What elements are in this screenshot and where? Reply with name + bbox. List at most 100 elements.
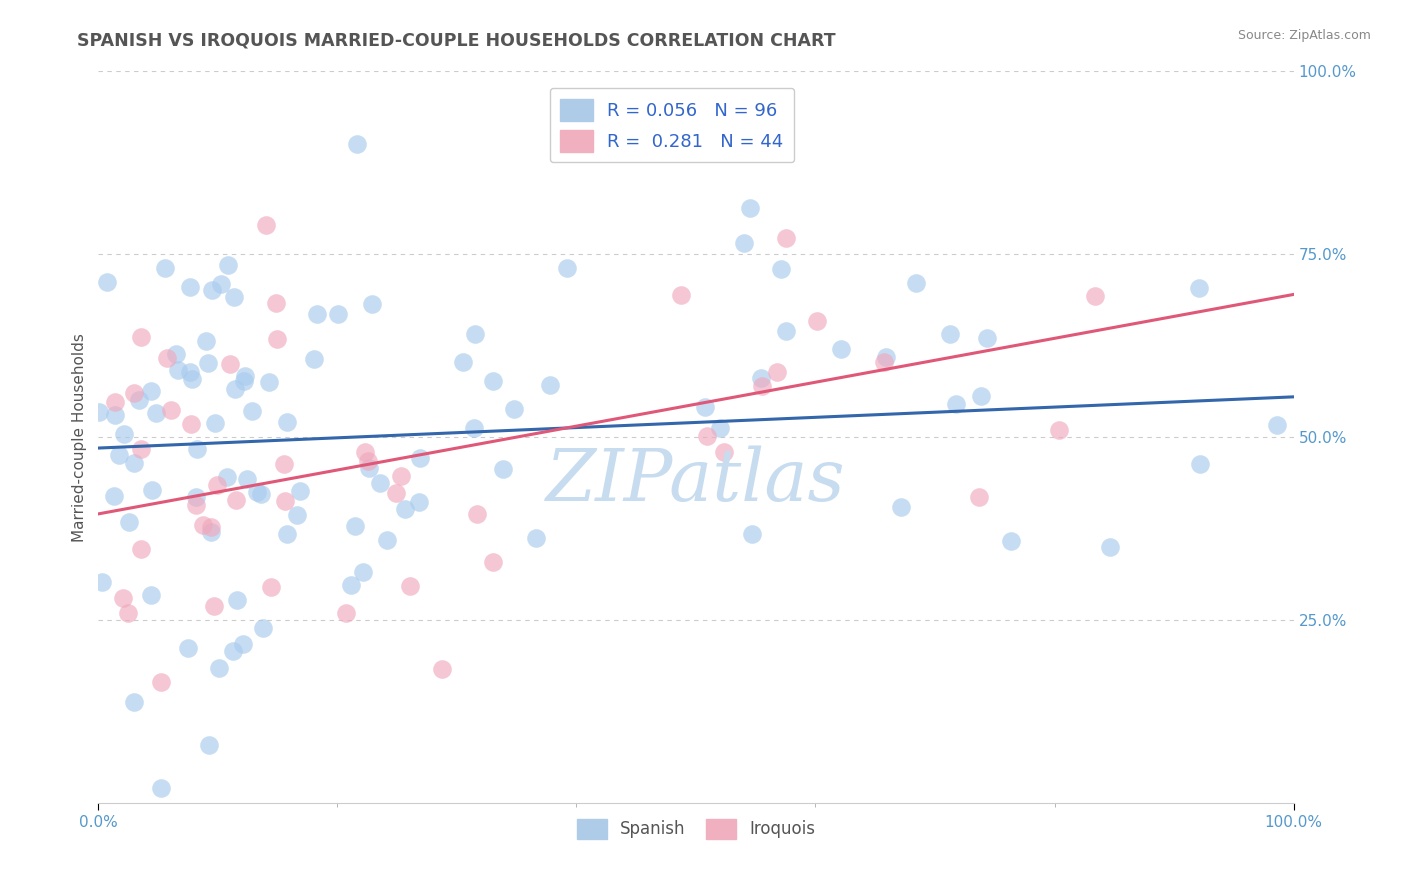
Point (198, 739, 221, 753)
Point (252, 621, 274, 635)
Point (184, 491, 207, 505)
Point (89, 405, 111, 419)
Point (1084, 289, 1107, 303)
Point (775, 325, 797, 339)
Point (394, 502, 416, 516)
Point (370, 476, 392, 491)
Point (193, 518, 215, 533)
Point (145, 406, 167, 420)
Point (186, 442, 208, 456)
Point (482, 375, 505, 389)
Point (225, 592, 247, 607)
Point (91, 575, 114, 590)
Point (264, 296, 287, 310)
Point (181, 372, 204, 386)
Point (326, 307, 349, 321)
Point (221, 644, 243, 658)
Point (360, 297, 382, 311)
Point (307, 307, 329, 321)
Point (180, 417, 202, 431)
Point (741, 526, 763, 541)
Point (346, 136, 368, 151)
Point (1000, 534, 1022, 549)
Point (184, 498, 207, 512)
Point (122, 386, 145, 401)
Point (1188, 281, 1211, 295)
Point (207, 477, 229, 491)
Point (465, 507, 488, 521)
Point (830, 342, 852, 356)
Point (274, 494, 297, 508)
Point (141, 483, 163, 497)
Point (339, 578, 361, 592)
Point (526, 531, 548, 545)
Point (103, 395, 125, 409)
Point (492, 462, 515, 476)
Point (160, 402, 183, 417)
Point (385, 485, 408, 500)
Point (122, 456, 145, 470)
Point (335, 606, 357, 620)
Point (939, 326, 962, 341)
Point (302, 352, 325, 367)
Point (200, 524, 222, 539)
Point (285, 508, 308, 522)
Point (266, 332, 288, 346)
Point (129, 542, 152, 557)
Point (118, 516, 141, 530)
Point (208, 661, 231, 675)
Legend: Spanish, Iroquois: Spanish, Iroquois (571, 812, 821, 846)
Point (409, 450, 432, 465)
Point (202, 599, 225, 614)
Point (179, 280, 201, 294)
Point (432, 662, 454, 676)
Point (204, 417, 226, 431)
Point (201, 283, 224, 297)
Text: ZIPatlas: ZIPatlas (546, 446, 846, 516)
Point (122, 695, 145, 709)
Point (399, 579, 422, 593)
Point (769, 262, 792, 277)
Point (288, 483, 311, 498)
Point (179, 365, 201, 379)
Point (103, 490, 125, 504)
Point (775, 231, 797, 245)
Point (359, 460, 381, 475)
Point (112, 427, 135, 442)
Point (139, 384, 162, 399)
Point (696, 429, 718, 443)
Point (108, 448, 131, 462)
Point (671, 288, 693, 302)
Point (555, 260, 578, 275)
Point (749, 371, 772, 385)
Point (240, 404, 263, 418)
Point (356, 453, 378, 467)
Point (872, 355, 894, 369)
Point (225, 492, 247, 507)
Point (276, 526, 298, 541)
Point (260, 580, 283, 594)
Point (806, 314, 828, 328)
Point (276, 416, 298, 430)
Point (233, 374, 256, 388)
Point (219, 357, 242, 371)
Text: Source: ZipAtlas.com: Source: ZipAtlas.com (1237, 29, 1371, 42)
Point (96, 276, 118, 290)
Point (740, 201, 762, 215)
Point (209, 277, 232, 292)
Point (217, 259, 239, 273)
Point (104, 408, 127, 422)
Point (693, 400, 716, 414)
Point (117, 606, 139, 620)
Point (155, 261, 177, 276)
Point (149, 674, 172, 689)
Point (482, 555, 505, 569)
Point (945, 397, 967, 411)
Point (408, 495, 430, 509)
Point (354, 445, 377, 459)
Point (129, 442, 152, 457)
Point (502, 402, 524, 417)
Point (538, 378, 561, 392)
Point (232, 637, 254, 651)
Point (352, 565, 374, 579)
